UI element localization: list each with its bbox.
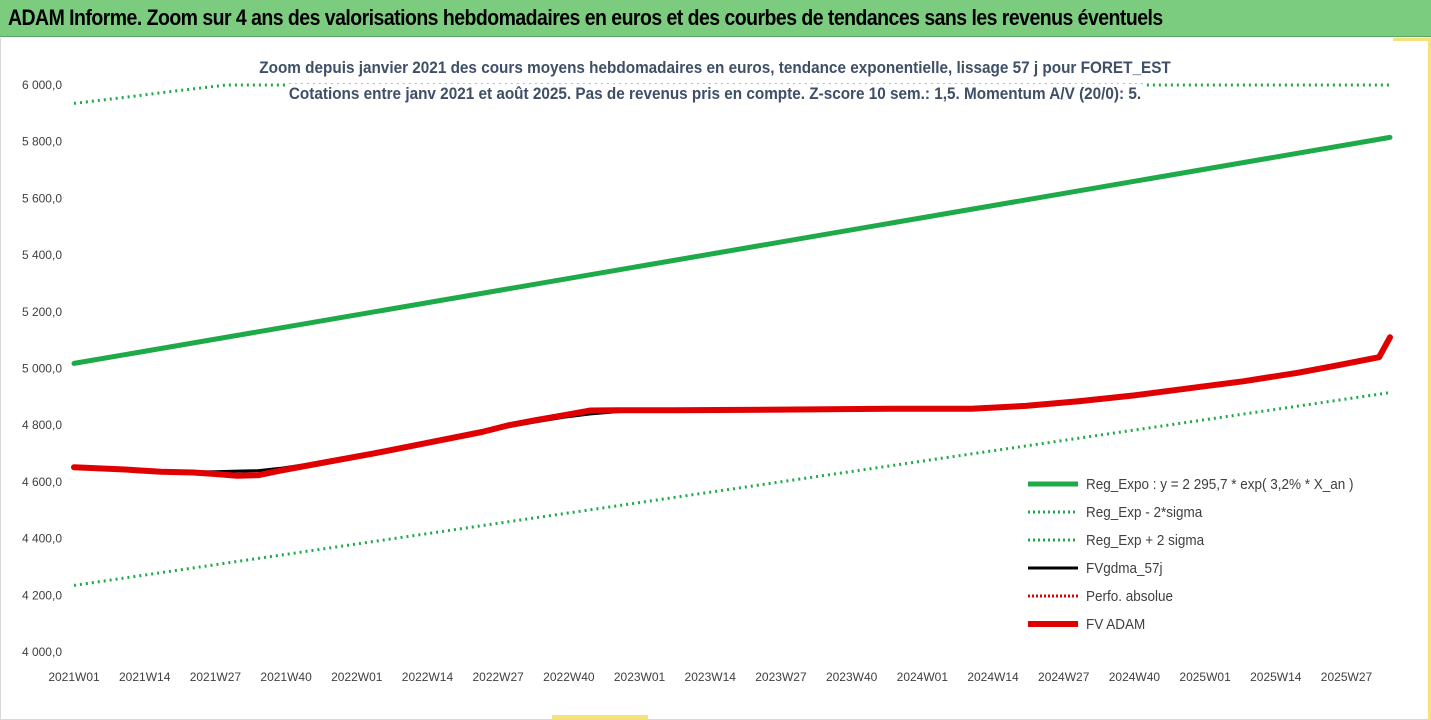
legend-label: FVgdma_57j [1086,559,1163,577]
page-title: ADAM Informe. Zoom sur 4 ans des valoris… [8,5,1163,30]
x-tick-label: 2021W40 [260,670,312,684]
legend-label: Reg_Expo : y = 2 295,7 * exp( 3,2% * X_a… [1086,475,1354,493]
y-tick-label: 4 600,0 [22,475,62,489]
series-fvgdma-57j [72,337,1392,474]
chart-legend: Reg_Expo : y = 2 295,7 * exp( 3,2% * X_a… [1022,470,1354,638]
x-tick-label: 2025W01 [1179,670,1231,684]
legend-label: Perfo. absolue [1086,587,1174,605]
y-tick-label: 5 200,0 [22,305,62,319]
chart-title: Zoom depuis janvier 2021 des cours moyen… [256,58,1174,78]
x-tick-label: 2021W27 [190,670,242,684]
x-tick-label: 2024W14 [967,670,1019,684]
y-tick-label: 4 000,0 [22,645,62,659]
legend-swatch [1028,566,1078,570]
x-tick-label: 2021W01 [48,670,100,684]
y-tick-label: 5 000,0 [22,362,62,376]
x-tick-label: 2024W40 [1109,670,1161,684]
y-tick-label: 5 600,0 [22,191,62,205]
legend-swatch [1028,594,1078,598]
x-tick-label: 2022W14 [402,670,454,684]
series-reg-expo [71,134,1393,366]
x-tick-label: 2022W01 [331,670,383,684]
frame-accent [1393,38,1429,41]
y-tick-label: 4 200,0 [22,588,62,602]
x-tick-label: 2023W14 [685,670,737,684]
x-tick-label: 2023W01 [614,670,666,684]
legend-swatch [1028,481,1078,487]
legend-item-reg-expo: Reg_Expo : y = 2 295,7 * exp( 3,2% * X_a… [1022,470,1354,498]
x-tick-label: 2025W14 [1250,670,1302,684]
series-fv-adam [71,334,1393,479]
y-tick-label: 6 000,0 [22,78,62,92]
y-tick-label: 5 800,0 [22,135,62,149]
y-tick-label: 4 800,0 [22,418,62,432]
frame-accent [552,715,648,719]
y-tick-label: 5 400,0 [22,248,62,262]
x-tick-label: 2025W27 [1321,670,1373,684]
legend-item-fvgdma: FVgdma_57j [1022,554,1262,582]
legend-item-reg-exp-plus: Reg_Exp + 2 sigma [1022,526,1262,554]
legend-item-fv-adam: FV ADAM [1022,610,1262,638]
series-perfo-absolue [73,336,1392,478]
x-tick-label: 2022W40 [543,670,595,684]
legend-swatch [1028,538,1078,542]
chart-subtitle: Cotations entre janv 2021 et août 2025. … [286,84,1144,104]
legend-item-perfo: Perfo. absolue [1022,582,1262,610]
x-tick-label: 2024W27 [1038,670,1090,684]
legend-label: Reg_Exp + 2 sigma [1086,531,1205,549]
legend-label: Reg_Exp - 2*sigma [1086,503,1203,521]
x-tick-label: 2022W27 [472,670,524,684]
legend-swatch [1028,510,1078,514]
legend-swatch [1028,621,1078,627]
x-tick-label: 2023W40 [826,670,878,684]
y-tick-label: 4 400,0 [22,532,62,546]
legend-item-reg-exp-minus: Reg_Exp - 2*sigma [1022,498,1262,526]
header-bar: ADAM Informe. Zoom sur 4 ans des valoris… [0,0,1431,37]
x-tick-label: 2021W14 [119,670,171,684]
x-tick-label: 2023W27 [755,670,807,684]
x-tick-label: 2024W01 [897,670,949,684]
legend-label: FV ADAM [1086,615,1146,633]
